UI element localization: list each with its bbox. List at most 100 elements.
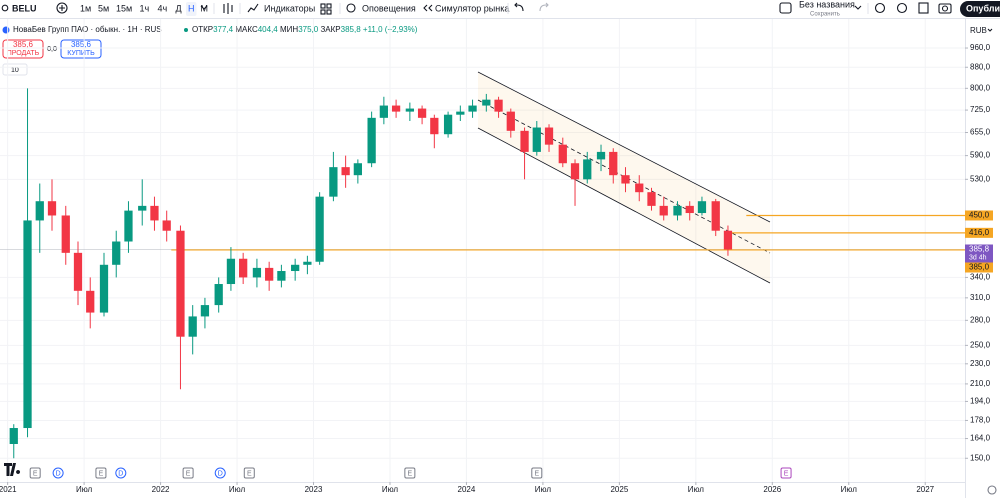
buy-label[interactable]: КУПИТЬ bbox=[67, 50, 95, 57]
alerts-button[interactable]: Оповещения bbox=[362, 3, 416, 13]
sell-label[interactable]: ПРОДАТЬ bbox=[7, 50, 40, 57]
candle-body bbox=[214, 284, 223, 306]
interval-button[interactable]: 5м bbox=[98, 3, 109, 13]
replay-button[interactable]: Симулятор рынка bbox=[435, 3, 509, 13]
event-badge bbox=[243, 467, 255, 479]
candle-body bbox=[138, 205, 147, 211]
templates-icon[interactable] bbox=[320, 3, 326, 9]
currency-chevron[interactable] bbox=[987, 28, 993, 32]
quick-search-button[interactable] bbox=[874, 2, 886, 14]
compare-button[interactable] bbox=[56, 2, 68, 14]
price-axis: 960,0 880,0 800,0 725,0 655,0 590,0 530,0 340,0… bbox=[965, 43, 993, 462]
event-label[interactable]: E bbox=[408, 470, 413, 477]
candle-body bbox=[226, 258, 236, 285]
legend-label: ОТКР bbox=[192, 25, 213, 34]
candle-body bbox=[252, 267, 262, 278]
interval-button[interactable]: Н bbox=[188, 3, 195, 13]
sell-button[interactable] bbox=[2, 39, 44, 59]
sell-price[interactable]: 385,6 bbox=[13, 40, 34, 49]
candle-body bbox=[47, 201, 57, 216]
candle-body bbox=[596, 151, 606, 160]
candle-body bbox=[659, 205, 668, 216]
candle-body bbox=[162, 220, 171, 231]
alerts-icon[interactable] bbox=[346, 3, 356, 13]
interval-button[interactable]: 1ч bbox=[140, 3, 150, 13]
y-tick-label: 590,0 bbox=[970, 151, 991, 160]
indicator-count[interactable]: 10 bbox=[11, 67, 19, 74]
candles bbox=[9, 88, 733, 459]
candle-body bbox=[341, 167, 350, 176]
y-tick-label: 230,0 bbox=[970, 359, 991, 368]
candle-body bbox=[723, 230, 733, 250]
buy-price[interactable]: 385,6 bbox=[71, 40, 92, 49]
snapshot-button[interactable] bbox=[938, 3, 952, 14]
publish-button[interactable] bbox=[960, 1, 1000, 17]
event-label[interactable]: D bbox=[56, 470, 61, 477]
x-tick-label: 2025 bbox=[610, 485, 628, 494]
candle-body bbox=[73, 252, 83, 291]
interval-button[interactable]: Д bbox=[176, 3, 182, 13]
event-badge bbox=[404, 467, 416, 479]
event-badge bbox=[182, 467, 194, 479]
event-label[interactable]: E bbox=[534, 470, 539, 477]
layout-chevron[interactable] bbox=[854, 5, 862, 10]
y-tick-label: 194,0 bbox=[970, 397, 991, 406]
candle-body bbox=[391, 105, 401, 112]
event-badge bbox=[115, 467, 127, 479]
event-label[interactable]: E bbox=[33, 470, 38, 477]
y-tick-label: 800,0 bbox=[970, 83, 991, 92]
publish-label[interactable]: Опубликовать bbox=[966, 3, 1000, 13]
level-label-bg bbox=[965, 227, 993, 238]
undo-button[interactable] bbox=[514, 2, 524, 12]
interval-button[interactable]: 15м bbox=[116, 3, 132, 13]
event-badge bbox=[29, 467, 41, 479]
event-label[interactable]: E bbox=[99, 470, 104, 477]
layout-icon[interactable] bbox=[779, 2, 792, 14]
fullscreen-button[interactable] bbox=[918, 2, 929, 14]
layout-name[interactable]: Без названия bbox=[799, 0, 855, 9]
candle-body bbox=[697, 201, 707, 214]
candle-body bbox=[494, 99, 503, 112]
interval-button[interactable]: 4ч bbox=[158, 3, 168, 13]
x-tick-label: Июл bbox=[76, 485, 93, 494]
spread: 0,0 bbox=[47, 46, 57, 53]
timezone-button[interactable] bbox=[987, 485, 997, 495]
templates-icon bbox=[326, 3, 332, 9]
legend-value: 404,4 bbox=[258, 25, 279, 34]
interval-active-bg bbox=[186, 2, 197, 16]
chart-type-icon[interactable] bbox=[223, 3, 233, 14]
indicators-icon[interactable] bbox=[247, 3, 259, 13]
y-tick-label: 725,0 bbox=[970, 105, 991, 114]
candle-body bbox=[520, 130, 529, 152]
event-label[interactable]: E bbox=[247, 470, 252, 477]
legend-title: НоваБев Групп ПАО · обыкн. · 1Н · RUS bbox=[13, 25, 162, 34]
symbol[interactable]: BELU bbox=[12, 3, 37, 13]
event-label[interactable]: E bbox=[784, 470, 789, 477]
search-icon[interactable] bbox=[1, 4, 9, 12]
buy-button[interactable] bbox=[60, 39, 102, 59]
currency[interactable]: RUB bbox=[970, 26, 987, 35]
legend-value: 375,0 bbox=[298, 25, 319, 34]
channel-upper bbox=[477, 71, 771, 223]
candle-body bbox=[303, 261, 312, 265]
settings-button[interactable] bbox=[896, 2, 908, 14]
interval-button[interactable]: 1м bbox=[80, 3, 91, 13]
candle-body bbox=[200, 305, 210, 317]
time-axis: 2021 Июл 2022 Июл 2023 Июл 2024 Июл 2025 Июл 2026 И… bbox=[0, 482, 935, 494]
event-label[interactable]: D bbox=[118, 470, 123, 477]
event-label[interactable]: E bbox=[186, 470, 191, 477]
candle-body bbox=[443, 114, 453, 135]
interval-chevron[interactable] bbox=[200, 5, 208, 10]
indicators-toggle[interactable] bbox=[2, 63, 28, 76]
candle-body bbox=[506, 111, 515, 131]
redo-button[interactable] bbox=[539, 2, 549, 12]
indicators-button[interactable]: Индикаторы bbox=[264, 3, 315, 13]
event-label[interactable]: D bbox=[218, 470, 223, 477]
channel-lower bbox=[477, 127, 771, 284]
y-tick-label: 210,0 bbox=[970, 379, 991, 388]
snapshot-lens bbox=[941, 5, 949, 12]
legend-ohlc: ОТКР377,4 МАКС404,4 МИН375,0 ЗАКР385,8 +… bbox=[192, 25, 418, 34]
replay-icon[interactable] bbox=[423, 4, 433, 12]
